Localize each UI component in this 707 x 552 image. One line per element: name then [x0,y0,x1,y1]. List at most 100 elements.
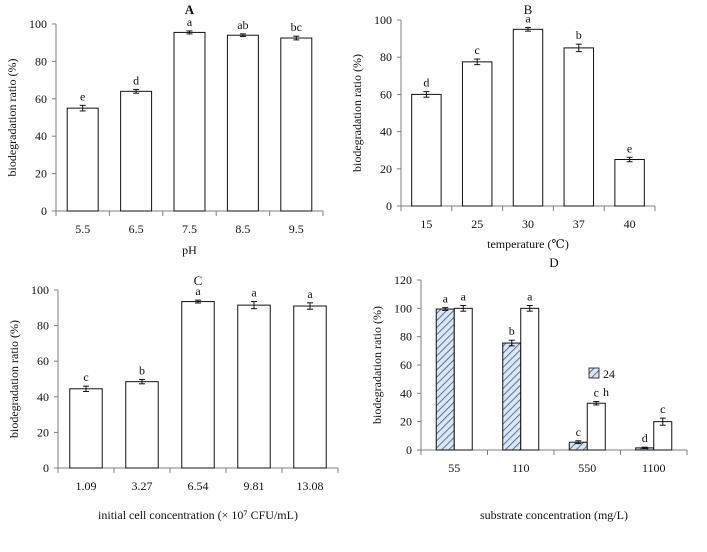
significance-letter: e [80,89,85,103]
x-tick-label: 25 [471,217,483,231]
bar [66,107,99,212]
significance-letter: a [187,15,193,29]
bar [69,388,103,469]
bar [563,47,595,207]
x-axis-title: initial cell concentration (× 10⁷ CFU/mL… [98,508,298,522]
y-axis-title: biodegradation ratio (%) [370,306,384,424]
significance-letter: a [527,290,533,304]
y-tick-label: 80 [380,50,392,64]
y-tick-label: 60 [380,87,392,101]
y-tick-label: 60 [37,354,49,368]
significance-letter: d [133,73,139,87]
y-tick-label: 0 [406,443,412,457]
x-axis-title: substrate concentration (mg/L) [480,508,628,522]
y-tick-label: 60 [35,92,47,106]
significance-letter: e [627,141,632,155]
significance-letter: c [475,43,480,57]
significance-letter: a [307,287,313,301]
y-axis-title: biodegradation ratio (%) [5,59,19,177]
y-tick-label: 80 [35,54,47,68]
bar [280,37,313,212]
x-tick-label: 30 [522,217,534,231]
significance-letter: c [594,386,599,400]
x-tick-label: 1.09 [76,479,97,493]
bar [520,307,540,451]
bar [435,308,455,451]
significance-letter: a [251,286,257,300]
bar [120,90,153,212]
y-tick-label: 100 [394,301,412,315]
x-tick-label: 40 [624,217,636,231]
y-tick-label: 0 [41,204,47,218]
x-tick-label: 1100 [642,461,666,475]
y-tick-label: 80 [37,319,49,333]
y-tick-label: 40 [380,125,392,139]
bar [653,421,673,451]
y-tick-label: 0 [43,461,49,475]
significance-letter: a [195,284,201,298]
bar [237,304,271,469]
bar [461,61,493,207]
y-tick-label: 40 [35,129,47,143]
y-axis-title: biodegradation ratio (%) [350,54,364,172]
bar [181,301,215,469]
significance-letter: a [443,292,449,306]
x-tick-label: 5.5 [75,222,90,236]
panel-title: D [549,255,558,270]
x-axis-title: pH [182,243,197,257]
x-tick-label: 550 [578,461,596,475]
panel-title: C [194,273,203,288]
x-tick-label: 7.5 [182,222,197,236]
y-tick-label: 0 [386,199,392,213]
legend-label: 24 [603,367,615,381]
x-tick-label: 6.5 [129,222,144,236]
significance-letter: d [642,431,648,445]
chart-panel-c: C 0 20 40 60 80 100 1.09 3.27 6.54 9.81 13.08 initia… [7,273,339,522]
significance-letter: a [461,290,467,304]
significance-letter: bc [291,20,302,34]
bar [614,159,645,207]
significance-letter: c [576,425,581,439]
legend-label-extra: h [603,385,609,399]
x-tick-label: 3.27 [132,479,153,493]
x-tick-label: 9.5 [289,222,304,236]
y-tick-label: 80 [400,330,412,344]
y-tick-label: 100 [29,17,47,31]
y-tick-label: 40 [37,390,49,404]
x-tick-label: 8.5 [235,222,250,236]
y-tick-label: 20 [380,162,392,176]
significance-letter: b [509,324,515,338]
y-tick-label: 100 [31,283,49,297]
bar [226,34,259,212]
chart-panel-a: A 0 20 40 60 80 100 5.5 6.5 7.5 8.5 9.5 pH biodegrada… [5,2,324,257]
bar [125,381,159,469]
bar [173,31,206,212]
y-tick-label: 20 [37,425,49,439]
significance-letter: b [139,364,145,378]
bar [293,305,327,469]
y-tick-label: 40 [400,386,412,400]
x-tick-label: 37 [573,217,585,231]
x-axis-title: temperature (℃) [487,237,569,251]
x-tick-label: 110 [512,461,530,475]
x-tick-label: 13.08 [297,479,324,493]
significance-letter: c [83,370,88,384]
bar [586,402,606,451]
y-tick-label: 60 [400,358,412,372]
bar [453,307,473,451]
y-tick-label: 100 [374,13,392,27]
x-tick-label: 9.81 [244,479,265,493]
y-tick-label: 20 [35,167,47,181]
chart-panel-b: B 0 20 40 60 80 100 15 25 30 37 40 temperature (℃) bi… [350,2,656,251]
legend-swatch [588,367,600,379]
bar [411,93,442,207]
y-tick-label: 20 [400,415,412,429]
x-tick-label: 55 [448,461,460,475]
panel-title: A [185,2,195,17]
chart-panel-d: D 0 20 40 60 80 100 120 55 110 550 1100 substrate co… [370,255,688,522]
significance-letter: d [423,76,429,90]
y-axis-title: biodegradation ratio (%) [7,320,21,438]
y-tick-label: 120 [394,273,412,287]
bar [502,342,522,451]
